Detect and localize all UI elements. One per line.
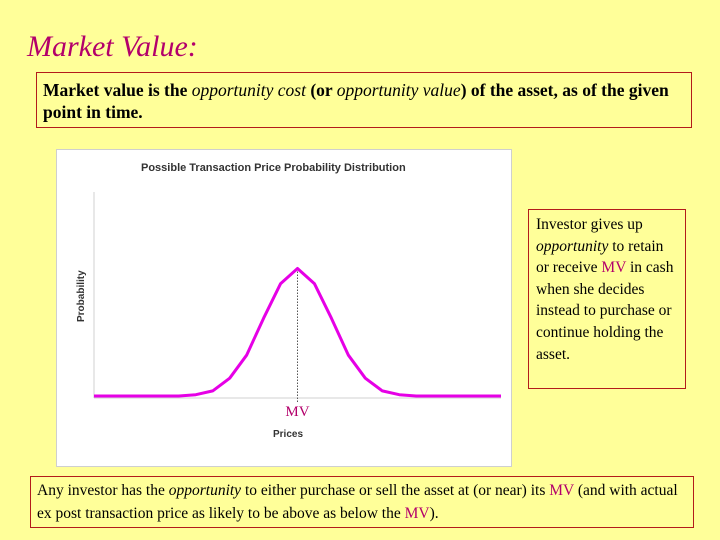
bottom-note-text-1: Any investor has the [37, 482, 169, 499]
bottom-note-text-4: ). [429, 505, 439, 522]
definition-text-1: Market value is the [43, 80, 192, 100]
bottom-note-term: opportunity [168, 482, 242, 499]
investor-note-text-2: to retain or receive [536, 237, 664, 277]
investor-note-mv: MV [601, 259, 627, 277]
investor-note-text-3: in cash when she decides instead to purc… [536, 259, 674, 363]
bottom-note-mv-2: MV [404, 505, 430, 522]
definition-box: Market value is the opportunity cost (or… [36, 72, 692, 128]
definition-text-2: (or [305, 80, 337, 100]
definition-text-3: ) of the asset, as of the given point in… [43, 80, 669, 122]
y-axis-label: Probability [76, 270, 87, 322]
bottom-note-text-3: (and with actual ex post transaction pri… [37, 482, 678, 522]
x-axis-label: Prices [273, 429, 303, 440]
bottom-note-mv-1: MV [549, 482, 574, 499]
chart-panel: Possible Transaction Price Probability D… [56, 149, 512, 467]
distribution-chart: Possible Transaction Price Probability D… [76, 162, 501, 440]
investor-note-text-1: Investor gives up [536, 216, 643, 233]
slide-title: Market Value: [27, 30, 198, 63]
bottom-note-text-2: to either purchase or sell the asset at … [241, 482, 550, 499]
definition-term-opportunity-cost: opportunity cost [191, 80, 306, 100]
chart-title: Possible Transaction Price Probability D… [141, 162, 406, 174]
distribution-curve-0 [94, 267, 501, 398]
mv-marker-label: MV [285, 404, 309, 420]
investor-note-term: opportunity [536, 237, 609, 255]
investor-note-box: Investor gives up opportunity to retain … [528, 209, 686, 389]
definition-term-opportunity-value: opportunity value [336, 80, 461, 100]
bottom-note-box: Any investor has the opportunity to eith… [30, 476, 694, 528]
